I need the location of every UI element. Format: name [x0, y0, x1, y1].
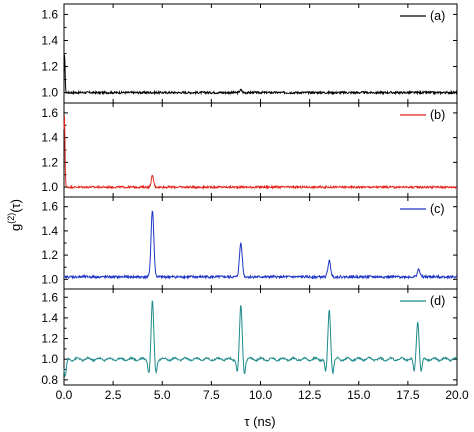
y-tick-label: 1.0 — [41, 352, 58, 366]
y-axis-title-tail: (τ) — [8, 199, 23, 213]
y-tick-label: 1.0 — [41, 86, 58, 100]
y-tick-label: 0.8 — [41, 373, 58, 387]
series-line-c — [64, 211, 457, 278]
panel-d: 0.8 1.0 1.2 1.4 1.6 (d) — [41, 289, 457, 387]
x-tick-label: 2.5 — [105, 388, 122, 402]
x-tick-label: 7.5 — [203, 388, 220, 402]
y-tick-label: 1.6 — [41, 7, 58, 21]
x-tick-label: 12.5 — [298, 388, 322, 402]
x-tick-label: 10.0 — [249, 388, 273, 402]
svg-text:g(2)(τ): g(2)(τ) — [6, 199, 23, 231]
panel-b: 1.0 1.2 1.4 1.6 (b) — [41, 103, 457, 197]
y-tick-label: 1.4 — [41, 311, 58, 325]
y-tick-label: 1.6 — [41, 200, 58, 214]
panel-frame — [64, 289, 457, 385]
y-tick-label: 1.2 — [41, 248, 58, 262]
panel-frame — [64, 103, 457, 197]
x-axis-title: τ (ns) — [244, 414, 275, 429]
x-tick-label: 15.0 — [347, 388, 371, 402]
panels-layer: 1.01.21.41.6 (a)1.01.21.41.6 (b)1.01.21.41… — [41, 4, 457, 387]
legend-label: (a) — [430, 9, 445, 23]
series-line-b — [64, 116, 457, 188]
y-tick-label: 1.6 — [41, 106, 58, 120]
y-axis-title: g(2)(τ) — [6, 199, 23, 231]
panel-a: 1.0 1.2 1.4 1.6 (a) — [41, 4, 457, 103]
legend-label: (d) — [430, 294, 445, 308]
y-tick-label: 1.6 — [41, 290, 58, 304]
x-tick-label: 20.0 — [445, 388, 469, 402]
series-line-d — [64, 301, 457, 377]
y-tick-label: 1.2 — [41, 332, 58, 346]
x-tick-label: 0.0 — [56, 388, 73, 402]
y-tick-label: 1.0 — [41, 180, 58, 194]
x-tick-label: 17.5 — [396, 388, 420, 402]
y-tick-label: 1.0 — [41, 272, 58, 286]
legend-label: (b) — [430, 108, 445, 122]
y-tick-label: 1.4 — [41, 224, 58, 238]
legend-label: (c) — [430, 202, 445, 216]
y-tick-label: 1.4 — [41, 131, 58, 145]
series-line-a — [64, 54, 457, 93]
y-tick-label: 1.2 — [41, 155, 58, 169]
y-tick-label: 1.4 — [41, 33, 58, 47]
panel-c: 1.0 1.2 1.4 1.6 (c) — [41, 197, 457, 289]
y-axis-title-superscript: (2) — [6, 213, 16, 224]
y-axis-title-main: g — [8, 224, 23, 231]
panel-frame — [64, 4, 457, 103]
y-tick-label: 1.2 — [41, 60, 58, 74]
x-tick-label: 5.0 — [154, 388, 171, 402]
x-axis: 0.0 2.5 5.0 7.5 10.0 12.5 15.0 17.5 20.0 — [56, 388, 469, 402]
